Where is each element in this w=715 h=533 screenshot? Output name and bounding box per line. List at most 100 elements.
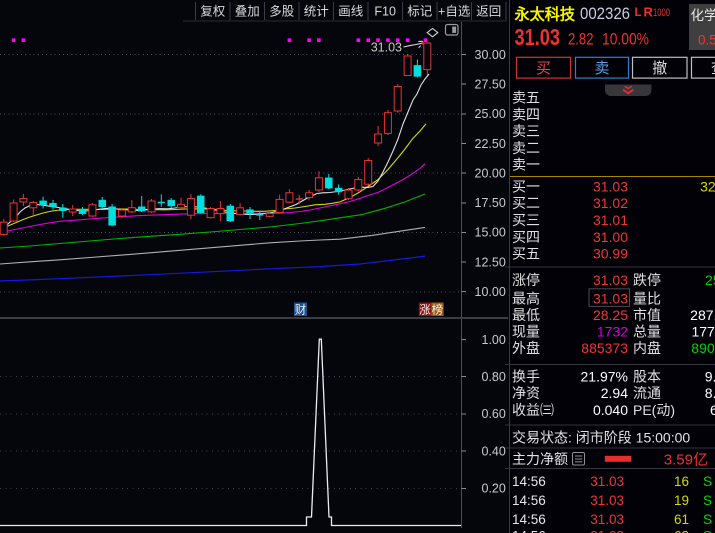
svg-text:31.01: 31.01 bbox=[593, 212, 628, 228]
svg-text:1772238: 1772238 bbox=[691, 324, 715, 340]
svg-text:最高: 最高 bbox=[512, 290, 540, 306]
svg-text:交易状态: 闭市阶段 15:00:00: 交易状态: 闭市阶段 15:00:00 bbox=[512, 430, 690, 446]
svg-text:21.97%: 21.97% bbox=[581, 368, 628, 384]
svg-text:31.03: 31.03 bbox=[593, 178, 628, 194]
svg-text:3.59亿: 3.59亿 bbox=[664, 451, 708, 468]
svg-text:F10: F10 bbox=[374, 4, 396, 18]
svg-text:财: 财 bbox=[295, 303, 307, 317]
svg-text:32313: 32313 bbox=[700, 178, 715, 194]
svg-text:287.37亿: 287.37亿 bbox=[690, 307, 715, 323]
svg-text:卖二: 卖二 bbox=[512, 140, 540, 156]
svg-text:10.00: 10.00 bbox=[475, 285, 506, 299]
svg-text:PE(动): PE(动) bbox=[633, 402, 675, 418]
svg-text:S: S bbox=[703, 493, 712, 508]
svg-text:R: R bbox=[644, 4, 654, 19]
svg-text:1000: 1000 bbox=[653, 7, 670, 19]
svg-text:19: 19 bbox=[674, 493, 689, 508]
svg-text:内盘: 内盘 bbox=[633, 340, 661, 356]
svg-text:16: 16 bbox=[674, 474, 689, 489]
svg-text:15.00: 15.00 bbox=[475, 226, 506, 240]
svg-text:0.040: 0.040 bbox=[593, 402, 628, 418]
svg-text:S: S bbox=[703, 529, 712, 533]
svg-text:885373: 885373 bbox=[581, 340, 628, 356]
svg-text:2.94: 2.94 bbox=[601, 385, 628, 401]
svg-text:卖三: 卖三 bbox=[512, 123, 540, 139]
svg-text:63: 63 bbox=[674, 529, 689, 533]
svg-text:净资: 净资 bbox=[512, 385, 540, 401]
svg-text:永太科技: 永太科技 bbox=[514, 4, 576, 23]
svg-text:31.03: 31.03 bbox=[593, 272, 628, 288]
svg-text:查: 查 bbox=[711, 60, 715, 77]
svg-text:14:56: 14:56 bbox=[512, 529, 546, 533]
svg-text:股本: 股本 bbox=[633, 368, 661, 384]
svg-text:0.20: 0.20 bbox=[482, 482, 506, 496]
svg-text:28.25: 28.25 bbox=[593, 307, 628, 323]
svg-text:14:56: 14:56 bbox=[512, 474, 546, 489]
svg-text:31.03: 31.03 bbox=[590, 493, 624, 508]
svg-text:多股: 多股 bbox=[269, 4, 295, 18]
svg-text:+自选: +自选 bbox=[438, 4, 471, 18]
svg-text:65.47: 65.47 bbox=[710, 402, 715, 418]
svg-text:总量: 总量 bbox=[633, 324, 661, 340]
svg-text:量比: 量比 bbox=[633, 290, 661, 306]
svg-text:画线: 画线 bbox=[338, 4, 364, 18]
svg-text:涨: 涨 bbox=[419, 304, 431, 317]
svg-text:0.60: 0.60 bbox=[482, 407, 506, 421]
svg-text:买五: 买五 bbox=[512, 246, 540, 262]
svg-text:20.00: 20.00 bbox=[475, 167, 506, 181]
svg-text:31.03: 31.03 bbox=[590, 474, 624, 489]
svg-text:现量: 现量 bbox=[512, 324, 540, 340]
svg-text:17.50: 17.50 bbox=[475, 196, 506, 210]
svg-text:买一: 买一 bbox=[512, 178, 540, 194]
svg-text:890865: 890865 bbox=[691, 340, 715, 356]
svg-text:22.50: 22.50 bbox=[475, 137, 506, 151]
svg-text:31.03: 31.03 bbox=[371, 41, 402, 55]
svg-text:主力净额: 主力净额 bbox=[512, 451, 568, 467]
svg-text:卖: 卖 bbox=[594, 60, 609, 77]
svg-text:统计: 统计 bbox=[304, 4, 329, 18]
svg-text:涨停: 涨停 bbox=[512, 272, 540, 288]
svg-text:31.00: 31.00 bbox=[593, 229, 628, 245]
svg-text:12.50: 12.50 bbox=[475, 255, 506, 269]
svg-text:25.39: 25.39 bbox=[705, 272, 715, 288]
svg-text:市值: 市值 bbox=[633, 307, 661, 323]
svg-text:30.99: 30.99 bbox=[593, 246, 628, 262]
svg-text:8.67亿: 8.67亿 bbox=[705, 385, 715, 401]
svg-text:标记: 标记 bbox=[407, 4, 433, 18]
svg-text:买二: 买二 bbox=[512, 195, 540, 211]
svg-text:卖五: 卖五 bbox=[512, 90, 540, 106]
svg-text:14:56: 14:56 bbox=[512, 512, 546, 527]
svg-text:30.00: 30.00 bbox=[475, 48, 506, 62]
svg-text:换手: 换手 bbox=[512, 368, 540, 384]
svg-text:跌停: 跌停 bbox=[633, 272, 661, 288]
svg-text:9.26亿: 9.26亿 bbox=[705, 368, 715, 384]
svg-text:S: S bbox=[703, 512, 712, 527]
svg-text:31.02: 31.02 bbox=[593, 195, 628, 211]
svg-text:S: S bbox=[703, 474, 712, 489]
svg-text:返回: 返回 bbox=[476, 4, 501, 18]
svg-text:收益㈢: 收益㈢ bbox=[512, 402, 554, 418]
svg-text:25.00: 25.00 bbox=[475, 107, 506, 121]
svg-text:最低: 最低 bbox=[512, 307, 540, 323]
svg-text:31.03: 31.03 bbox=[593, 290, 628, 306]
svg-text:卖四: 卖四 bbox=[512, 106, 540, 122]
svg-text:买四: 买四 bbox=[512, 229, 540, 245]
svg-text:0.5: 0.5 bbox=[698, 33, 715, 48]
svg-text:买三: 买三 bbox=[512, 212, 540, 228]
svg-text:31.03: 31.03 bbox=[590, 512, 624, 527]
svg-text:31.03: 31.03 bbox=[590, 529, 624, 533]
svg-text:榜: 榜 bbox=[432, 303, 444, 317]
svg-text:外盘: 外盘 bbox=[512, 340, 540, 356]
svg-text:0.80: 0.80 bbox=[482, 370, 506, 384]
svg-text:14:56: 14:56 bbox=[512, 493, 546, 508]
svg-text:L: L bbox=[635, 7, 642, 19]
svg-text:002326: 002326 bbox=[580, 4, 630, 23]
svg-text:61: 61 bbox=[674, 512, 689, 527]
svg-text:叠加: 叠加 bbox=[235, 4, 260, 18]
svg-text:1.00: 1.00 bbox=[482, 333, 506, 347]
svg-text:2.82: 2.82 bbox=[568, 29, 594, 48]
svg-text:化学: 化学 bbox=[691, 8, 715, 23]
svg-text:买: 买 bbox=[536, 60, 551, 77]
svg-text:31.03: 31.03 bbox=[515, 24, 561, 50]
svg-text:10.00%: 10.00% bbox=[602, 29, 649, 48]
